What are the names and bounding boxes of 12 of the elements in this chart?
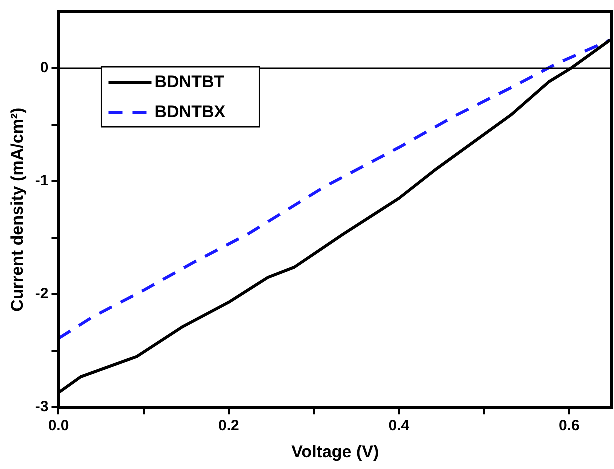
y-tick-label: 0 bbox=[40, 60, 49, 77]
x-tick-label: 0.0 bbox=[48, 418, 70, 435]
x-tick-label: 0.2 bbox=[218, 418, 240, 435]
y-tick-label: -2 bbox=[35, 286, 49, 303]
legend-label: BDNTBX bbox=[154, 102, 226, 122]
y-tick-label: -1 bbox=[35, 172, 49, 190]
legend-label: BDNTBT bbox=[154, 72, 226, 92]
x-tick-label: 0.6 bbox=[559, 418, 580, 435]
x-tick-label: 0.4 bbox=[388, 418, 410, 435]
x-axis-title: Voltage (V) bbox=[292, 442, 380, 462]
y-tick-label: -3 bbox=[35, 398, 49, 416]
y-axis-title: Current density (mA/cm²) bbox=[8, 108, 27, 312]
